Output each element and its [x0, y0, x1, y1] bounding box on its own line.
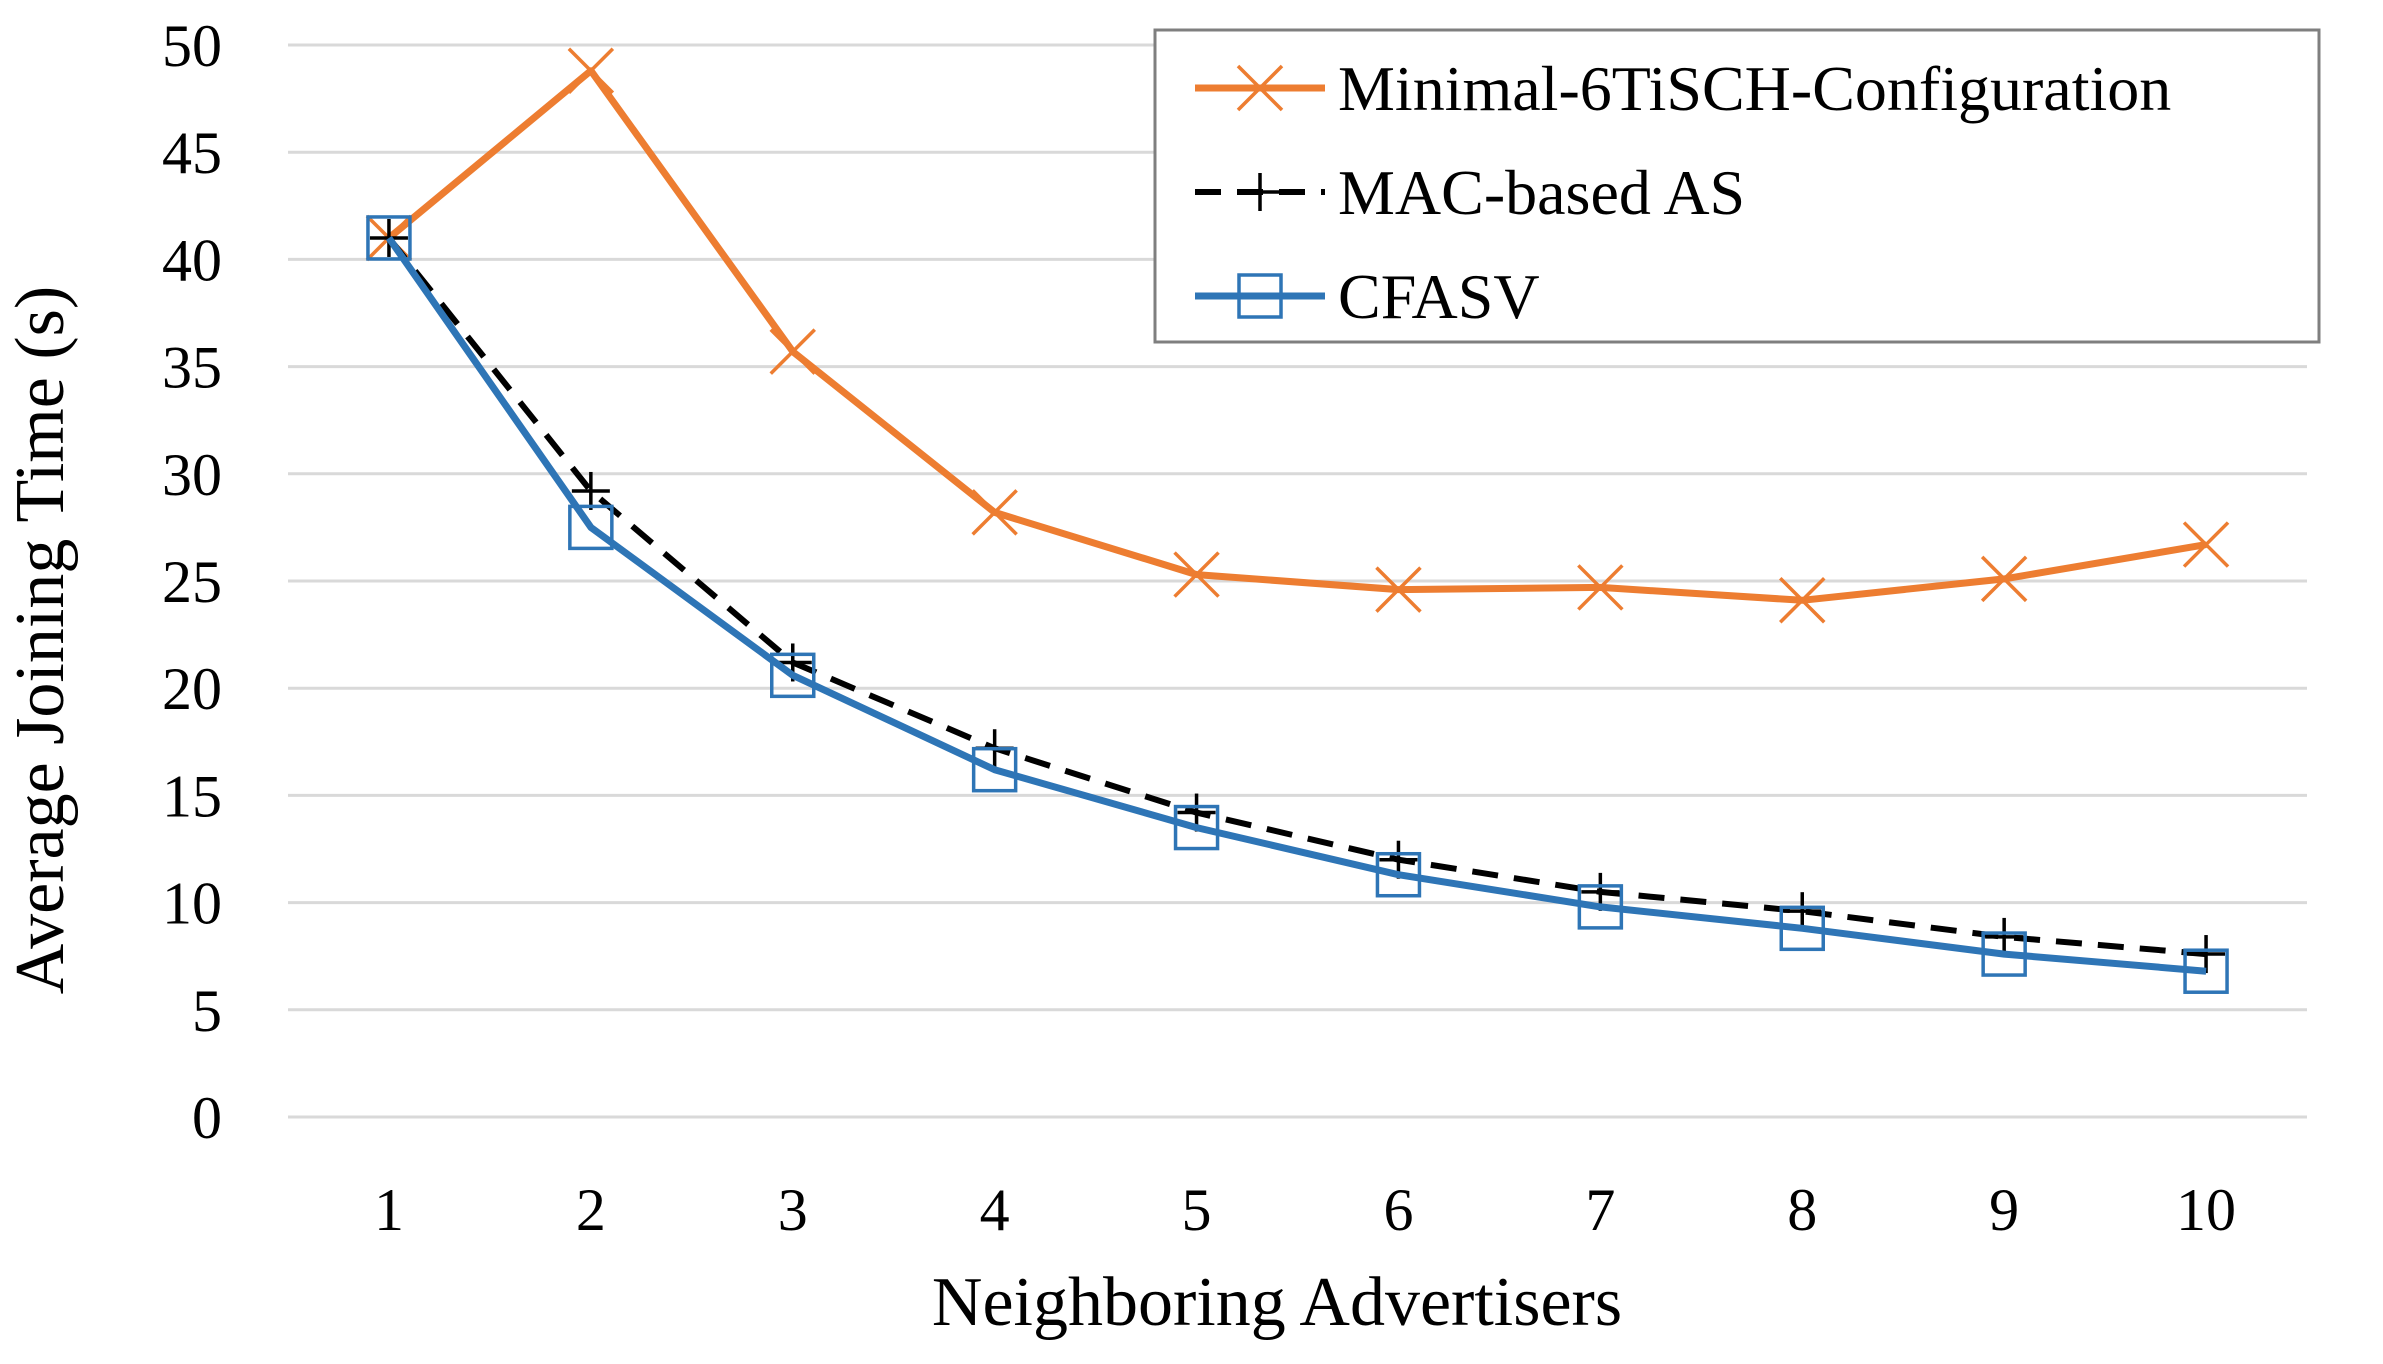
x-tick-label: 4	[980, 1177, 1010, 1243]
data-point	[369, 218, 408, 257]
x-axis-title: Neighboring Advertisers	[932, 1264, 1622, 1341]
legend-box	[1153, 28, 2321, 344]
data-point	[571, 471, 610, 510]
x-tick-label: 9	[1989, 1177, 2019, 1243]
y-tick-label: 45	[162, 120, 222, 186]
data-point	[1375, 566, 1422, 613]
data-point	[1779, 577, 1826, 624]
y-tick-label: 15	[162, 763, 222, 829]
x-tick-label: 8	[1787, 1177, 1817, 1243]
data-point	[1779, 905, 1825, 952]
data-point	[2183, 948, 2229, 994]
data-point	[1173, 804, 1220, 851]
series-layer	[365, 47, 2230, 994]
data-point	[2182, 521, 2230, 568]
legend-label: Minimal-6TiSCH-Configuration	[1338, 53, 2171, 124]
data-point	[1577, 564, 1624, 611]
data-point	[366, 215, 412, 261]
data-point	[567, 47, 615, 94]
y-tick-label: 0	[192, 1085, 222, 1151]
legend-entry: Minimal-6TiSCH-Configuration	[1195, 53, 2171, 124]
data-point	[2187, 935, 2226, 974]
data-point	[1981, 931, 2027, 977]
data-point	[568, 504, 614, 551]
legend-entry: MAC-based AS	[1195, 157, 1745, 228]
data-point	[1173, 551, 1220, 598]
x-tick-label: 7	[1585, 1177, 1615, 1243]
y-tick-label: 25	[162, 549, 222, 615]
series-line	[386, 235, 2207, 975]
y-tick-label: 35	[162, 335, 222, 401]
data-point	[1783, 892, 1822, 931]
data-point	[770, 652, 816, 699]
legend-marker	[1237, 273, 1283, 319]
data-point	[971, 746, 1018, 793]
data-point	[1577, 884, 1624, 930]
legend-entry: CFASV	[1195, 261, 1540, 332]
x-tick-label: 6	[1383, 1177, 1413, 1243]
series-2	[366, 215, 2229, 994]
x-tick-label: 5	[1182, 1177, 1212, 1243]
legend-items: Minimal-6TiSCH-Configuration MAC-based AS…	[1195, 53, 2171, 332]
y-tick-label: 20	[162, 656, 222, 722]
data-point	[1980, 555, 2028, 603]
x-tick-label: 10	[2176, 1177, 2236, 1243]
x-tick-label: 3	[778, 1177, 808, 1243]
y-tick-label: 10	[162, 871, 222, 937]
data-point	[1985, 917, 2024, 956]
data-point	[769, 328, 816, 375]
y-tick-label: 30	[162, 442, 222, 508]
data-point	[971, 489, 1018, 536]
y-axis-title: Average Joining Time (s)	[2, 286, 79, 994]
data-point	[1375, 851, 1422, 898]
legend-marker	[1241, 173, 1279, 211]
y-axis-ticks: 0 5 10 15 20 25 30 35 40 45 50	[162, 13, 222, 1151]
y-tick-label: 5	[192, 978, 222, 1044]
legend-marker	[1236, 64, 1284, 112]
legend-label: MAC-based AS	[1338, 157, 1745, 228]
legend-label: CFASV	[1338, 261, 1540, 332]
legend: Minimal-6TiSCH-Configuration MAC-based AS…	[1153, 28, 2321, 344]
x-tick-label: 2	[576, 1177, 606, 1243]
series-line	[386, 67, 2207, 604]
y-tick-label: 40	[162, 227, 222, 293]
series-line	[386, 236, 2207, 958]
y-tick-label: 50	[162, 13, 222, 79]
x-axis-ticks: 1 2 3 4 5 6 7 8 9 10	[374, 1177, 2236, 1243]
x-tick-label: 1	[374, 1177, 404, 1243]
